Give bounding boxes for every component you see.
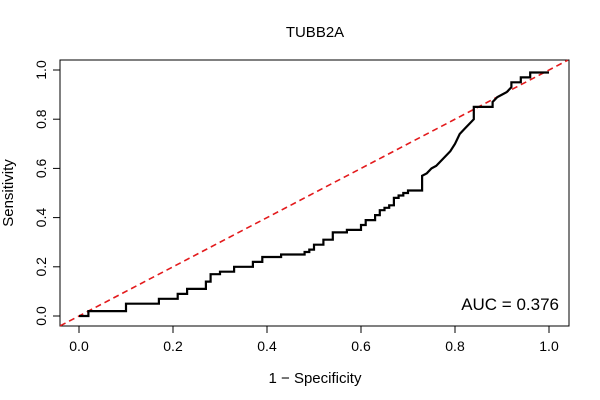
y-tick-label: 1.0 <box>33 60 49 80</box>
x-axis: 0.0 0.2 0.4 0.6 0.8 1.0 <box>69 325 559 354</box>
x-axis-label: 1 − Specificity <box>269 370 362 387</box>
y-tick-label: 0.8 <box>33 109 49 129</box>
y-tick-label: 0.4 <box>33 208 49 228</box>
x-tick-label: 0.4 <box>257 338 277 354</box>
x-tick-label: 0.2 <box>163 338 183 354</box>
y-tick-label: 0.2 <box>33 257 49 277</box>
y-axis: 0.0 0.2 0.4 0.6 0.8 1.0 <box>33 60 61 326</box>
x-tick-label: 0.8 <box>445 338 465 354</box>
x-tick-label: 0.6 <box>351 338 371 354</box>
auc-annotation: AUC = 0.376 <box>461 295 559 314</box>
chart-title: TUBB2A <box>286 24 344 41</box>
y-tick-label: 0.0 <box>33 306 49 326</box>
y-tick-label: 0.6 <box>33 158 49 178</box>
y-axis-label: Sensitivity <box>0 159 17 227</box>
x-tick-label: 1.0 <box>539 338 559 354</box>
reference-diagonal-line <box>59 59 569 327</box>
x-tick-label: 0.0 <box>69 338 89 354</box>
roc-curve-series <box>79 71 549 318</box>
